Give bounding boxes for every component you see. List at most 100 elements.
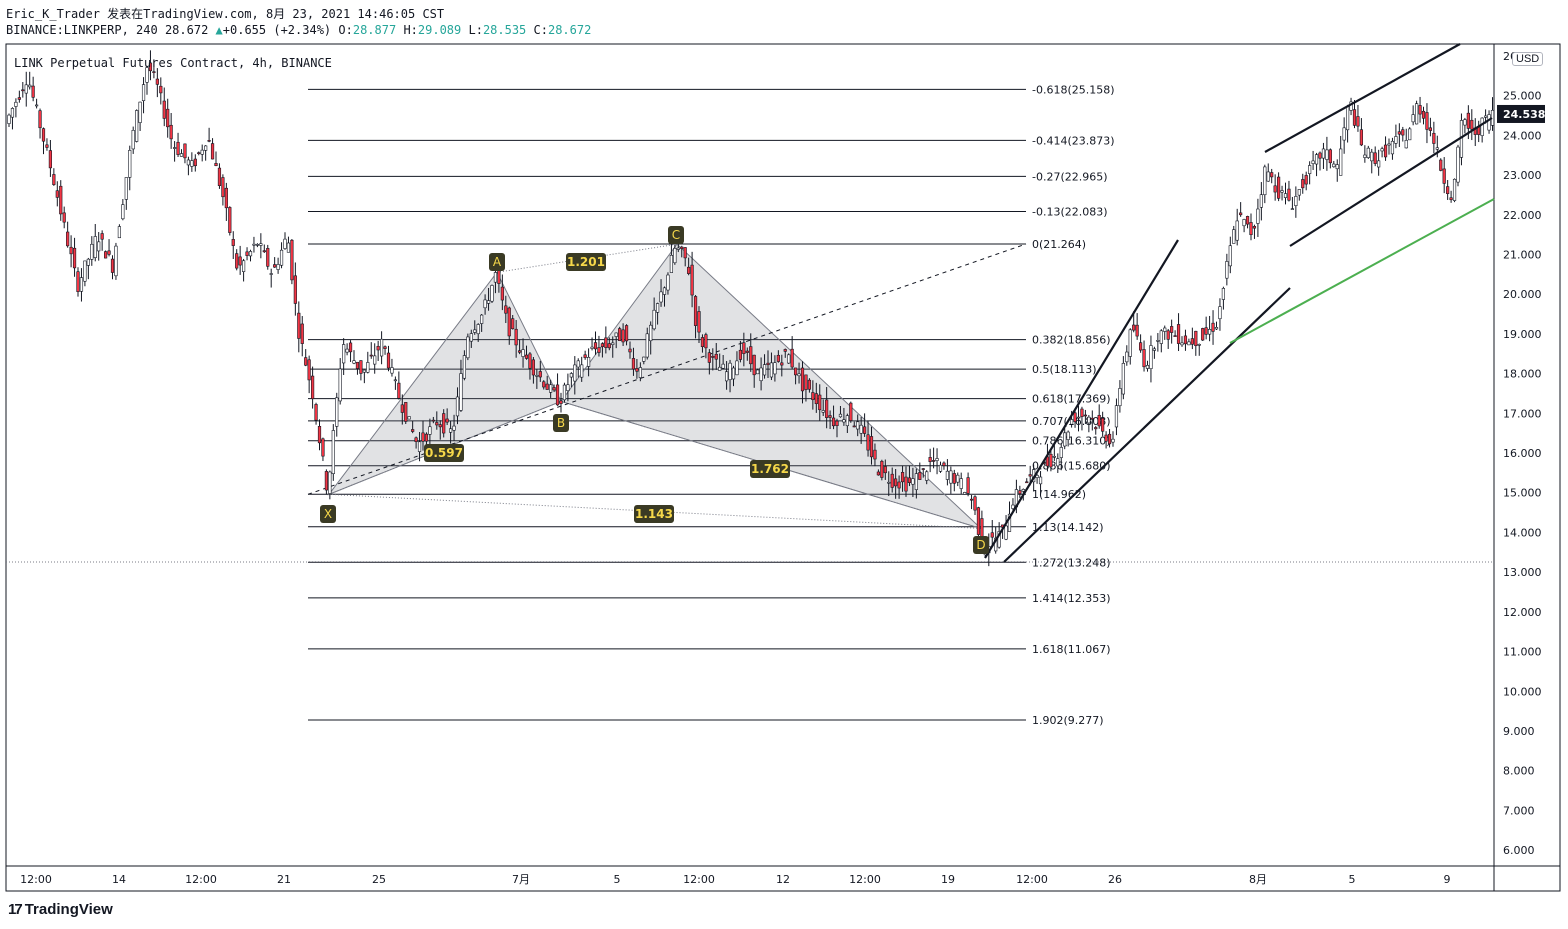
candle-body — [952, 473, 956, 484]
time-tick-label: 12 — [776, 873, 790, 886]
candle-body — [731, 367, 736, 380]
candle-body — [390, 367, 394, 374]
candle-body — [176, 141, 180, 155]
candle-body — [807, 379, 811, 390]
pattern-point-x: X — [320, 505, 336, 523]
candle-body — [224, 187, 228, 209]
candle-body — [148, 62, 153, 72]
up-arrow-icon: ▲ — [215, 23, 223, 37]
candle-body — [34, 104, 39, 107]
candle-body — [411, 429, 415, 432]
candle-body — [793, 367, 798, 376]
candle-body — [1166, 330, 1170, 340]
candle-body — [745, 350, 749, 353]
candle-body — [1118, 388, 1122, 407]
candle-body — [1083, 414, 1087, 417]
candle-body — [28, 84, 32, 88]
candle-body — [738, 349, 742, 360]
candle-body — [666, 274, 670, 291]
currency-badge[interactable]: USD — [1512, 52, 1544, 66]
pattern-point-d: D — [973, 536, 989, 554]
candle-body — [1401, 129, 1405, 136]
fib-level-label: 1.902(9.277) — [1032, 714, 1104, 727]
candle-body — [314, 404, 318, 421]
candle-body — [862, 426, 867, 434]
candle-body — [1463, 119, 1467, 126]
candle-body — [1359, 129, 1363, 146]
candle-body — [1294, 196, 1298, 206]
candle-body — [759, 367, 763, 382]
tradingview-brand: 17 TradingView — [8, 901, 113, 918]
candle-body — [366, 362, 370, 373]
candle-body — [890, 473, 894, 488]
ratio-label-text: 1.762 — [751, 462, 789, 476]
candle-body — [511, 318, 515, 330]
candle-body — [1170, 326, 1174, 333]
candle-body — [1394, 136, 1398, 144]
candle-body — [845, 415, 849, 427]
candle-body — [1256, 208, 1260, 224]
candle-body — [107, 250, 111, 255]
candle-body — [776, 354, 780, 362]
point-label-box — [553, 414, 569, 432]
candle-body — [1266, 171, 1270, 182]
point-label-text: X — [324, 507, 332, 521]
candle-body — [90, 243, 94, 260]
candle-body — [628, 348, 632, 353]
green-trend-line — [1229, 198, 1495, 344]
fib-level-label: 0.5(18.113) — [1032, 363, 1097, 376]
candle-body — [614, 332, 618, 337]
candle-body — [248, 251, 253, 257]
candle-body — [72, 247, 77, 269]
candle-body — [1263, 166, 1267, 196]
candle-body — [838, 413, 843, 418]
candle-body — [190, 160, 194, 167]
candle-body — [504, 305, 508, 314]
time-tick-label: 5 — [1349, 873, 1356, 886]
candle-body — [307, 359, 311, 381]
candle-body — [842, 419, 846, 423]
candle-body — [331, 430, 335, 474]
price-tick-label: 22.000 — [1503, 209, 1542, 222]
candle-body — [787, 354, 791, 364]
candle-body — [1125, 351, 1129, 363]
candle-body — [621, 329, 625, 343]
trend-line — [1003, 287, 1291, 563]
candle-body — [155, 78, 159, 85]
candle-body — [638, 367, 642, 378]
time-tick-label: 9 — [1444, 873, 1451, 886]
candle-body — [1076, 416, 1081, 419]
candle-body — [904, 476, 908, 492]
candle-body — [152, 71, 156, 73]
candle-body — [24, 84, 28, 94]
candle-body — [1145, 365, 1150, 369]
candle-body — [1363, 154, 1367, 158]
candle-body — [949, 470, 953, 484]
candle-body — [1484, 115, 1488, 118]
candle-body — [269, 273, 273, 275]
candle-body — [335, 397, 339, 427]
candle-body — [687, 266, 691, 274]
candle-body — [345, 348, 349, 353]
candle-body — [404, 402, 408, 422]
candle-body — [114, 245, 118, 277]
candle-body — [1156, 340, 1160, 342]
candle-body — [1308, 165, 1312, 174]
candle-body — [1163, 327, 1167, 332]
price-tick-label: 23.000 — [1503, 169, 1542, 182]
candle-body — [566, 384, 570, 391]
candle-body — [376, 345, 380, 351]
ratio-label-text: 1.201 — [567, 255, 605, 269]
candle-body — [1408, 128, 1412, 141]
candle-body — [369, 354, 373, 357]
fib-level-label: 1.13(14.142) — [1032, 521, 1104, 534]
price-tick-label: 14.000 — [1503, 526, 1542, 539]
candle-body — [931, 460, 936, 462]
candle-body — [535, 374, 539, 377]
symbol-label[interactable]: BINANCE:LINKPERP, 240 — [6, 23, 158, 37]
candle-body — [811, 392, 815, 401]
candle-body — [1149, 345, 1153, 369]
candle-body — [907, 477, 912, 483]
candle-body — [159, 85, 163, 94]
